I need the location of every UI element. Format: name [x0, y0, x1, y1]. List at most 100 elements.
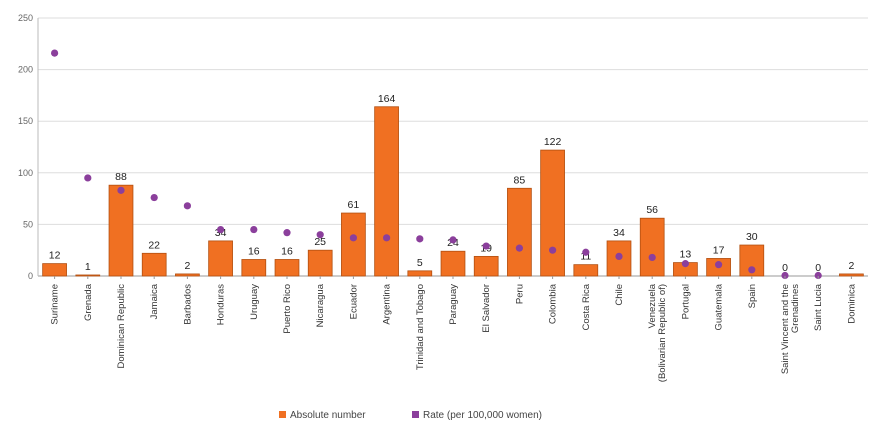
bar-value-label: 56: [646, 204, 658, 216]
y-tick-label: 200: [18, 65, 33, 75]
rate-point: [150, 193, 158, 202]
bar: [307, 249, 333, 277]
rate-point: [748, 266, 756, 274]
rate-point: [814, 271, 822, 280]
x-tick-label: Trinidad and Tobago: [415, 284, 426, 370]
rate-point: [283, 229, 291, 237]
bar-value-label: 25: [314, 236, 326, 248]
rate-point: [549, 246, 557, 254]
bar: [839, 273, 864, 277]
bar-value-label: 17: [713, 244, 725, 256]
bar: [208, 240, 233, 277]
rate-point: [715, 261, 723, 269]
bar: [639, 217, 665, 277]
bar-value-label: 164: [378, 93, 396, 105]
rate-point: [482, 242, 490, 250]
y-axis: 0 50 100 150 200 250: [18, 13, 39, 281]
rate-point: [615, 252, 623, 260]
bar: [374, 106, 399, 277]
y-tick-label: 250: [18, 13, 33, 23]
bar-value-label: 88: [115, 171, 127, 183]
bar-value-label: 11: [580, 251, 591, 263]
bar-value-label: 22: [148, 239, 160, 251]
bar-value-label: 85: [514, 174, 526, 186]
y-tick-label: 50: [23, 219, 33, 229]
x-tick-label: Peru: [514, 284, 525, 304]
rate-point: [117, 186, 125, 194]
rate-point: [781, 271, 789, 280]
legend-swatch-rate: [412, 411, 419, 418]
rate-point: [349, 234, 357, 242]
y-tick-label: 100: [18, 168, 33, 178]
x-tick-label: Guatemala: [714, 283, 725, 330]
x-tick-label: Saint Vincent and theGrenadines: [780, 284, 801, 374]
x-tick-label: Portugal: [680, 284, 691, 319]
rate-series: [51, 49, 822, 280]
bar-value-label: 61: [348, 199, 360, 211]
x-tick-label: Ecuador: [348, 284, 359, 319]
x-tick-label: Nicaragua: [315, 283, 326, 327]
rate-point: [183, 202, 191, 210]
rate-point: [250, 225, 258, 234]
rate-point: [416, 235, 424, 243]
x-tick-label: Barbados: [182, 284, 193, 325]
x-tick-label: Dominica: [846, 283, 857, 323]
bar: [473, 255, 499, 277]
x-tick-label: El Salvador: [481, 284, 492, 333]
rate-point: [515, 244, 524, 252]
x-tick-label: Suriname: [50, 284, 61, 325]
bar-value-label: 12: [49, 250, 61, 262]
bar: [42, 263, 67, 277]
bar: [407, 270, 433, 277]
bar: [108, 184, 134, 277]
x-tick-label: Chile: [614, 284, 625, 306]
x-tick-label: Uruguay: [249, 284, 260, 320]
bar: [141, 252, 167, 277]
x-tick-label: Puerto Rico: [282, 284, 293, 334]
y-tick-label: 150: [18, 116, 33, 126]
rate-point: [681, 260, 690, 268]
bar-value-label: 1: [85, 261, 91, 273]
bar-value-label: 13: [680, 249, 692, 261]
rate-point: [582, 248, 590, 256]
bar: [573, 264, 599, 277]
bar: [75, 274, 101, 277]
x-tick-label: Saint Lucia: [813, 283, 824, 331]
bar-value-label: 2: [184, 260, 190, 272]
bar-series: [42, 106, 864, 277]
bar-value-label: 0: [815, 262, 821, 274]
bar: [440, 250, 466, 277]
bar-value-label: 16: [248, 245, 260, 257]
rate-point: [449, 236, 457, 244]
x-tick-label: Dominican Republic: [116, 284, 127, 369]
x-tick-label: Jamaica: [149, 283, 160, 319]
x-tick-label: Spain: [747, 284, 758, 308]
x-tick-label: Costa Rica: [581, 283, 592, 330]
rate-point: [383, 234, 391, 242]
rate-point: [648, 253, 656, 262]
legend: Absolute number Rate (per 100,000 women): [279, 410, 542, 421]
bar-value-label: 34: [613, 227, 625, 239]
x-tick-label: Venezuela(Bolivarian Republic of): [647, 283, 668, 382]
x-axis: Suriname Grenada Dominican Republic Jamaica…: [50, 276, 857, 382]
bar: [274, 259, 300, 277]
bar-value-label: 30: [746, 231, 758, 243]
bar-value-label: 122: [544, 136, 562, 148]
legend-label-rate: Rate (per 100,000 women): [423, 410, 542, 421]
legend-swatch-absolute: [279, 411, 286, 418]
x-tick-label: Grenada: [83, 283, 94, 321]
bar-value-label: 16: [281, 245, 293, 257]
bar-value-label: 5: [417, 257, 423, 269]
data-labels: 1218822234161625611645241985122113456131…: [49, 93, 855, 274]
rate-point: [316, 231, 324, 239]
x-tick-label: Honduras: [216, 284, 227, 325]
bar: [540, 149, 565, 277]
x-tick-label: Colombia: [548, 283, 559, 324]
y-tick-label: 0: [28, 271, 33, 281]
bar: [507, 187, 532, 277]
x-tick-label: Paraguay: [448, 284, 459, 325]
rate-point: [217, 225, 225, 234]
x-tick-label: Argentina: [382, 283, 393, 324]
bar: [241, 259, 267, 277]
